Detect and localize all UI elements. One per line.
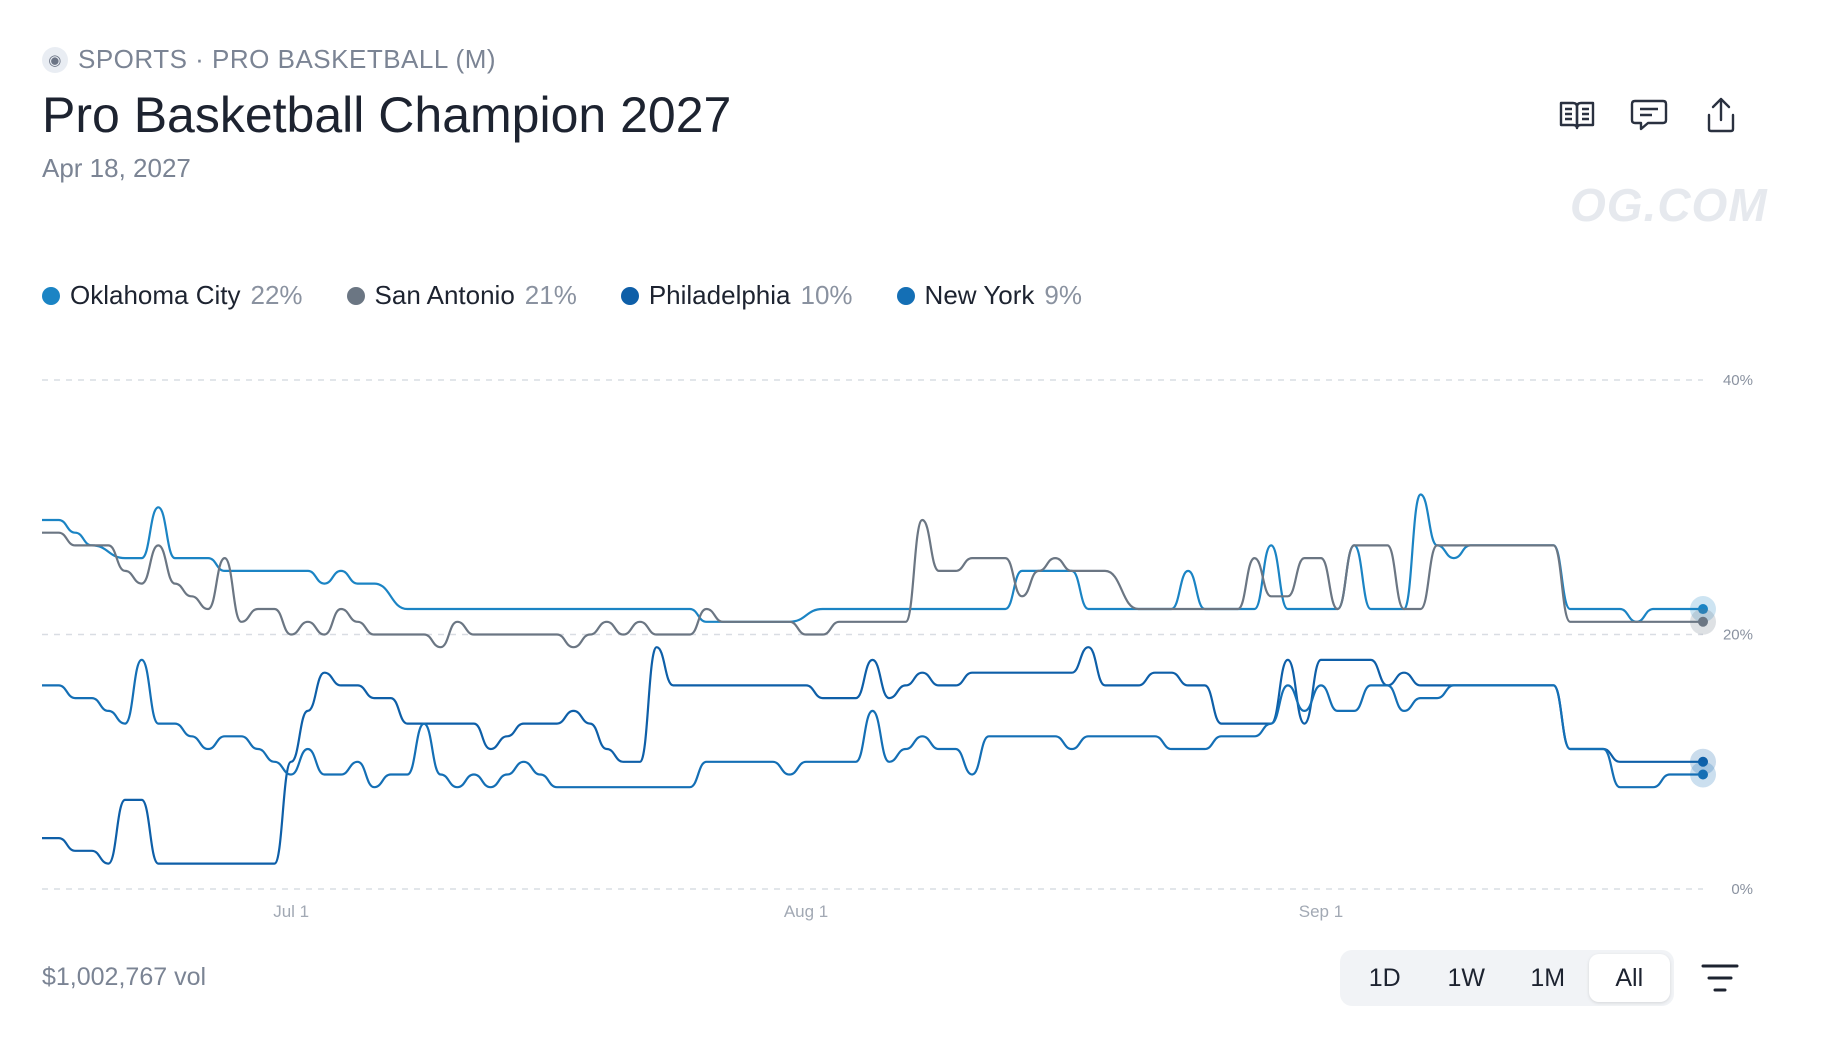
x-tick-label: Sep 1	[1299, 902, 1343, 921]
comment-button[interactable]	[1630, 96, 1668, 134]
range-1d-button[interactable]: 1D	[1368, 963, 1401, 992]
series-line-philadelphia	[41, 646, 1703, 865]
y-tick-label: 0%	[1731, 881, 1753, 898]
end-marker-dot	[1698, 616, 1708, 627]
legend-item-san-antonio[interactable]: San Antonio 21%	[346, 280, 577, 311]
legend-item-oklahoma-city[interactable]: Oklahoma City 22%	[42, 280, 303, 311]
market-date: Apr 18, 2027	[42, 153, 191, 183]
basketball-icon: ◉	[42, 46, 68, 73]
legend-percent: 22%	[250, 280, 303, 310]
legend-dot	[620, 286, 639, 305]
y-tick-label: 40%	[1723, 372, 1753, 389]
page-title: Pro Basketball Champion 2027	[42, 87, 732, 143]
book-icon	[1559, 101, 1595, 130]
series-line-new-york	[42, 658, 1703, 789]
comment-icon	[1630, 99, 1668, 131]
breadcrumb-label: SPORTS · PRO BASKETBALL (M)	[78, 44, 497, 74]
book-button[interactable]	[1558, 96, 1596, 134]
legend-name: Philadelphia	[648, 280, 791, 310]
x-tick-label: Jul 1	[273, 902, 309, 921]
legend-percent: 9%	[1044, 280, 1082, 310]
y-tick-label: 20%	[1723, 627, 1753, 644]
volume-label: $1,002,767 vol	[42, 963, 207, 991]
filter-icon	[1701, 964, 1739, 992]
legend-name: Oklahoma City	[70, 280, 241, 310]
series-line-san-antonio	[42, 518, 1703, 649]
breadcrumb[interactable]: ◉ SPORTS · PRO BASKETBALL (M)	[42, 44, 496, 75]
end-marker-dot	[1698, 769, 1708, 780]
x-tick-label: Aug 1	[784, 902, 828, 921]
legend-dot	[42, 286, 60, 305]
share-button[interactable]	[1702, 96, 1740, 134]
end-marker-dot	[1698, 756, 1708, 767]
legend-percent: 21%	[524, 280, 577, 310]
legend-item-philadelphia[interactable]: Philadelphia 10%	[620, 280, 853, 311]
share-icon	[1707, 97, 1735, 133]
chart-legend: Oklahoma City 22% San Antonio 21% Philad…	[42, 280, 1082, 311]
end-marker-dot	[1698, 604, 1708, 615]
legend-percent: 10%	[800, 280, 853, 310]
legend-item-new-york[interactable]: New York 9%	[896, 280, 1082, 311]
time-range-selector: 1D 1W 1M All	[1340, 950, 1674, 1006]
legend-name: San Antonio	[374, 280, 515, 310]
legend-name: New York	[924, 280, 1035, 310]
range-1m-button[interactable]: 1M	[1530, 963, 1566, 992]
legend-dot	[896, 286, 915, 305]
series-line-oklahoma-city	[41, 493, 1703, 623]
range-1w-button[interactable]: 1W	[1447, 963, 1486, 992]
range-all-button[interactable]: All	[1588, 954, 1670, 1002]
filter-button[interactable]	[1700, 960, 1740, 996]
price-chart[interactable]: 0% 20% 40% Jul 1 Aug 1 Sep 1	[0, 360, 1832, 940]
legend-dot	[346, 286, 365, 305]
watermark-logo: OG.COM	[1570, 179, 1768, 231]
header-actions	[1558, 96, 1740, 134]
